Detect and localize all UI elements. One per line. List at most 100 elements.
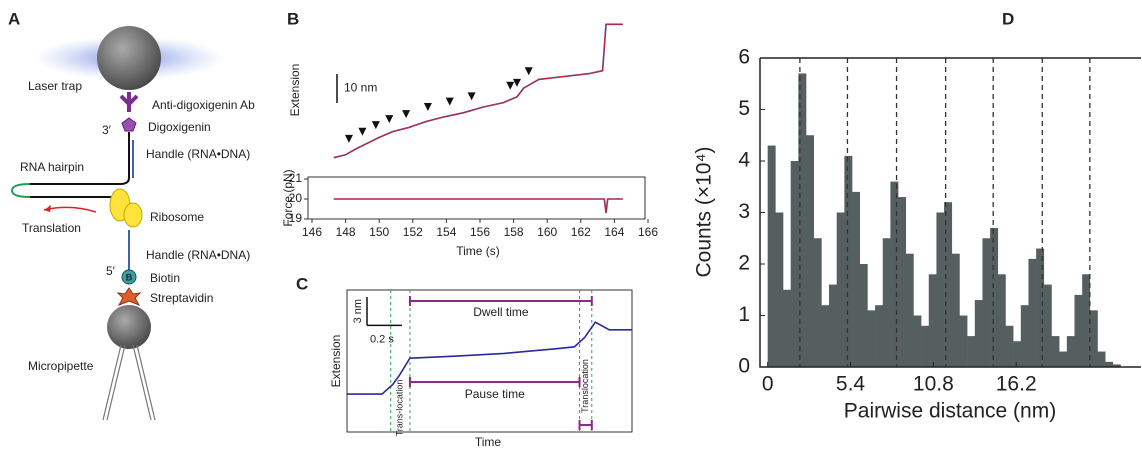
dwell-bracket <box>408 296 593 306</box>
histogram-bar <box>1036 248 1045 367</box>
histogram-bar <box>1074 294 1083 367</box>
y-tick-label: 1 <box>738 303 750 326</box>
x-tick-label: 154 <box>436 225 456 239</box>
x-tick-label: 152 <box>403 225 423 239</box>
histogram-bar <box>875 305 884 367</box>
histogram-bar <box>859 264 868 367</box>
y-tick-label: 19 <box>289 211 303 225</box>
panel-label: C <box>296 274 308 293</box>
histogram-bar <box>1020 305 1029 367</box>
pause-bracket <box>408 377 581 387</box>
x-axis-label: Time <box>475 435 502 449</box>
ribosome-icon <box>123 202 143 228</box>
panel-label: A <box>8 9 20 28</box>
histogram-bar <box>905 253 914 367</box>
bead <box>97 26 161 90</box>
x-tick-label: 146 <box>302 225 322 239</box>
histogram-bar <box>821 305 830 367</box>
scale-bar-label: 0.2 s <box>370 333 394 345</box>
histogram-bar <box>959 315 968 367</box>
histogram-bar <box>1059 351 1068 367</box>
label: Anti-digoxigenin Ab <box>152 98 255 112</box>
histogram-bar <box>997 274 1006 367</box>
histogram-bar <box>813 238 822 367</box>
y-tick-label: 3 <box>738 200 750 223</box>
annotation: Pause time <box>465 387 525 401</box>
scale-bar-label: 10 nm <box>344 81 377 95</box>
step-arrow <box>423 103 432 112</box>
histogram-bar <box>951 253 960 367</box>
arrowhead <box>44 205 51 212</box>
x-tick-label: 5.4 <box>836 373 866 396</box>
y-axis-label: Extension <box>288 64 302 117</box>
histogram-bar <box>852 191 861 367</box>
arrow <box>43 206 97 213</box>
biotin-icon <box>121 269 137 285</box>
x-tick-label: 150 <box>369 225 389 239</box>
histogram-bar <box>836 212 845 367</box>
histogram-bar <box>867 310 876 367</box>
x-tick-label: 162 <box>571 225 591 239</box>
histogram-bar <box>798 73 807 367</box>
trace <box>333 198 623 214</box>
annotation: Translocation <box>580 359 590 413</box>
histogram-bar <box>944 202 953 367</box>
y-tick-label: 2 <box>738 252 750 275</box>
step-arrow <box>467 92 476 101</box>
x-tick-label: 148 <box>336 225 356 239</box>
histogram-bar <box>1051 336 1060 367</box>
label: Biotin <box>150 271 180 285</box>
histogram-bar <box>936 212 945 367</box>
histogram-bar <box>928 274 937 367</box>
label: Handle (RNA•DNA) <box>146 248 250 262</box>
y-tick-label: 20 <box>289 191 303 205</box>
step-arrow <box>506 81 515 90</box>
y-axis-label: Extension <box>329 335 343 388</box>
scale-bar-label: 3 nm <box>352 299 364 323</box>
histogram-bar <box>913 315 922 367</box>
biotin-symbol: B <box>126 272 133 282</box>
histogram-bar <box>898 197 907 367</box>
histogram-bar <box>1089 310 1098 367</box>
histogram-bar <box>1112 364 1121 367</box>
x-tick-label: 10.8 <box>913 373 954 396</box>
micropipette-icon <box>102 344 156 421</box>
hairpin-loop <box>10 183 31 198</box>
label: Streptavidin <box>150 291 213 305</box>
x-tick-label: 164 <box>604 225 624 239</box>
y-axis-label: Counts (×10⁴) <box>693 146 716 277</box>
rna-strand <box>30 132 130 185</box>
label: 5′ <box>106 264 116 278</box>
histogram-bar <box>1013 341 1022 367</box>
fit-line <box>333 198 623 214</box>
label: Ribosome <box>150 210 204 224</box>
x-tick-label: 156 <box>470 225 490 239</box>
fit-line <box>333 23 623 159</box>
step-arrow <box>524 67 533 76</box>
y-tick-label: 4 <box>738 149 750 172</box>
histogram-bar <box>990 227 999 367</box>
histogram-bar <box>982 238 991 367</box>
histogram-bar <box>1097 351 1106 367</box>
histogram-bar <box>1105 361 1114 367</box>
step-arrow <box>385 115 394 124</box>
step-arrow <box>358 127 367 136</box>
y-axis-label: Force (pN) <box>281 169 295 226</box>
histogram-bar <box>767 145 776 367</box>
histogram-bar <box>882 238 891 367</box>
histogram-bar <box>1043 284 1052 367</box>
trace <box>347 321 632 395</box>
antibody-icon <box>119 92 139 112</box>
x-tick-label: 160 <box>537 225 557 239</box>
histogram-bar <box>844 155 853 367</box>
histogram-bar <box>1028 258 1037 367</box>
histogram-bar <box>890 181 899 367</box>
step-arrow <box>512 78 521 87</box>
step-arrow <box>445 97 454 106</box>
step-arrow <box>344 134 353 143</box>
label: 3′ <box>102 123 112 137</box>
streptavidin-icon <box>116 287 142 306</box>
histogram-bar <box>921 325 930 367</box>
